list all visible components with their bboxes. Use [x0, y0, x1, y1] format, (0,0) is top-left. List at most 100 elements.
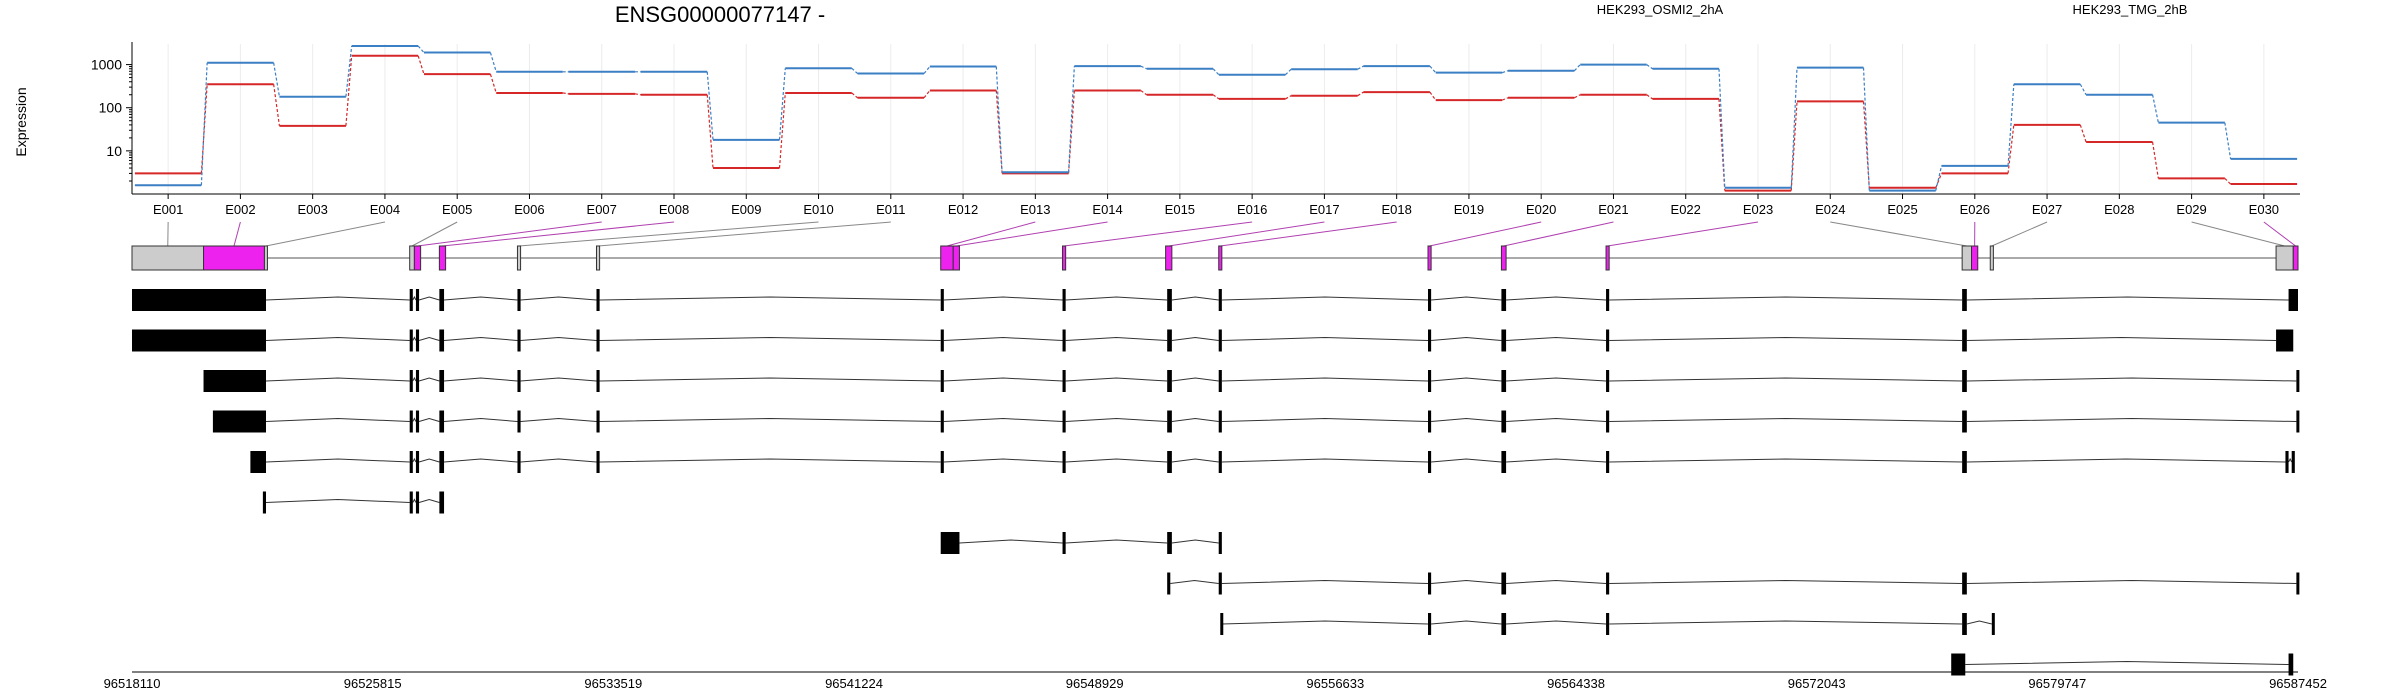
series-connector: [2079, 83, 2087, 96]
series-connector: [1646, 64, 1653, 70]
intron: [599, 458, 941, 463]
transcript-exon: [596, 370, 600, 392]
transcript-exon: [409, 329, 413, 352]
intron: [1171, 336, 1219, 341]
intron: [1065, 377, 1168, 382]
transcript-exon: [1951, 653, 1966, 676]
exon-connector: [442, 221, 675, 247]
transcript-exon: [1218, 329, 1222, 352]
legend-series-1: HEK293_OSMI2_2hA: [1597, 2, 1724, 17]
intron: [265, 377, 410, 382]
series-connector: [1790, 67, 1798, 188]
intron: [1506, 336, 1607, 341]
series-connector: [2007, 84, 2015, 166]
intron: [265, 296, 410, 301]
genomic-tick-label: 96541224: [825, 676, 883, 691]
exon-connector: [233, 221, 241, 247]
transcript-tracks: [132, 289, 2300, 676]
intron: [1431, 336, 1502, 341]
intron: [412, 295, 417, 301]
transcript-exon: [409, 451, 413, 473]
intron: [1171, 417, 1219, 422]
transcript-exon: [1167, 572, 1171, 595]
x-tick-label: E014: [1092, 202, 1122, 217]
intron: [1506, 620, 1607, 625]
genomic-tick-label: 96548929: [1066, 676, 1124, 691]
transcript-exon: [2291, 451, 2295, 473]
intron: [1065, 539, 1168, 544]
x-tick-label: E004: [370, 202, 400, 217]
transcript-exon: [1991, 613, 1995, 635]
series-connector: [1284, 68, 1292, 76]
y-tick-label: 100: [99, 100, 123, 116]
transcript-exon: [1606, 613, 1610, 635]
transcript-exon: [415, 289, 420, 311]
transcript-exon: [1501, 572, 1507, 595]
x-tick-label: E024: [1815, 202, 1845, 217]
intron: [444, 377, 518, 382]
x-tick-label: E026: [1960, 202, 1990, 217]
exon-bin: [595, 245, 601, 271]
exon-bin: [1062, 245, 1067, 271]
transcript: [1220, 613, 1995, 635]
intron: [1221, 417, 1429, 422]
x-tick-label: E025: [1887, 202, 1917, 217]
transcript-exon: [439, 289, 445, 311]
x-tick-label: E010: [803, 202, 833, 217]
series-connector: [634, 93, 641, 96]
intron: [1506, 377, 1607, 382]
intron: [1609, 336, 1963, 341]
intron: [520, 458, 597, 463]
series-connector: [2007, 124, 2015, 174]
transcript-exon: [1218, 451, 1222, 473]
transcript: [1951, 653, 2294, 676]
intron: [1966, 579, 2297, 584]
transcript-exon: [1606, 451, 1610, 473]
transcript-exon: [1962, 613, 1967, 635]
gene-model-track: [131, 245, 2299, 271]
series-connector: [2151, 94, 2159, 123]
series-1: [134, 54, 2298, 192]
transcript-exon: [1167, 370, 1172, 392]
exon-bin: [438, 245, 447, 271]
series-layer: [134, 44, 2298, 192]
intron: [1506, 458, 1607, 463]
transcript-exon: [1606, 572, 1610, 595]
transcript-exon: [596, 410, 600, 433]
intron: [1065, 296, 1168, 301]
exon-connector: [518, 221, 819, 247]
exon-bin: [1961, 245, 1973, 271]
series-connector: [1357, 65, 1364, 70]
transcript: [132, 329, 2294, 352]
intron: [1609, 296, 1963, 301]
series-connector: [923, 66, 931, 74]
transcript-exon: [940, 370, 944, 392]
exon-bin: [1989, 245, 1994, 271]
intron: [599, 377, 941, 382]
series-connector: [1140, 90, 1147, 96]
series-connector: [1429, 65, 1437, 74]
intron: [1171, 458, 1219, 463]
intron: [2288, 457, 2293, 463]
intron: [444, 417, 518, 422]
exon-bin: [131, 245, 205, 271]
transcript-exon: [1062, 370, 1066, 392]
transcript-exon: [2276, 329, 2294, 352]
intron: [1221, 377, 1429, 382]
exon-bin: [2275, 245, 2294, 271]
intron: [1221, 336, 1429, 341]
transcript: [1167, 572, 2300, 595]
series-connector: [1574, 94, 1581, 99]
exon-connector: [1607, 221, 1759, 247]
intron: [265, 498, 410, 503]
exon-connector: [265, 221, 386, 247]
exon-bin: [263, 245, 268, 271]
transcript-exon: [1218, 410, 1222, 433]
transcript-exon: [415, 329, 420, 352]
transcript-exon: [203, 370, 267, 392]
transcript: [132, 289, 2298, 311]
intron: [418, 296, 440, 301]
series-connector: [1862, 67, 1870, 191]
series-connector: [1935, 165, 1943, 191]
transcript-exon: [1428, 329, 1432, 352]
